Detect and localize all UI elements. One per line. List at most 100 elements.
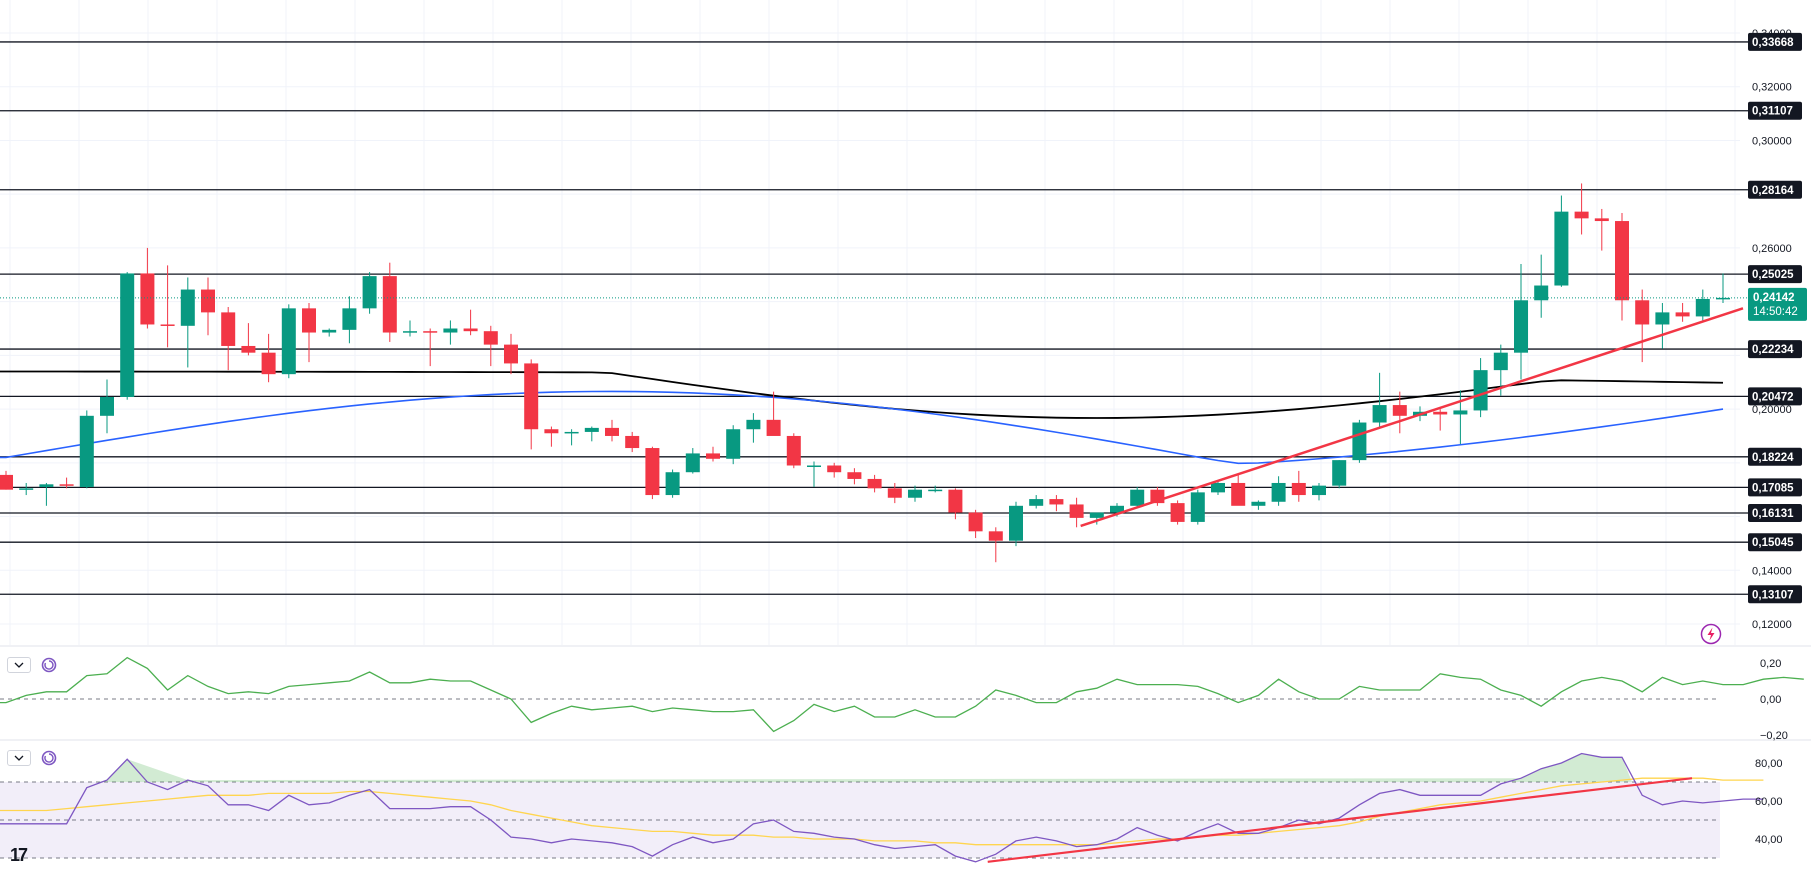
chevron-down-icon [14, 755, 24, 761]
candle-body [988, 531, 1003, 541]
candle-body [665, 472, 680, 496]
candle-body [1473, 370, 1488, 411]
candle-body [281, 308, 296, 375]
price-axis-tick: 0,20000 [1752, 404, 1792, 416]
level-label: 0,25025 [1748, 265, 1802, 284]
level-label-box [1748, 101, 1802, 120]
candle-body [1049, 499, 1064, 505]
candle-body [827, 465, 842, 473]
candle-body [1675, 312, 1690, 317]
level-label-text: 0,18224 [1752, 452, 1794, 464]
candle-body [59, 484, 74, 486]
candle-body [19, 488, 34, 490]
candle-body [807, 465, 821, 468]
candle-body [1695, 298, 1710, 317]
candle-body [1493, 352, 1508, 371]
candle-body [1716, 297, 1730, 300]
candle-body [1029, 499, 1044, 506]
oscillator-axis-tick: 0,00 [1760, 694, 1781, 706]
level-label: 0,15045 [1748, 533, 1802, 552]
level-label-box [1748, 32, 1802, 51]
candles [0, 183, 1730, 563]
candle-body [867, 478, 882, 489]
candle-body [0, 474, 13, 490]
candle-body [766, 419, 781, 436]
candle-body [625, 435, 640, 449]
refresh-oscillator-icon[interactable] [41, 657, 57, 673]
candle-body [140, 273, 155, 325]
price-axis-tick: 0,14000 [1752, 565, 1792, 577]
level-label-box [1748, 533, 1802, 552]
level-label-text: 0,22234 [1752, 344, 1794, 356]
candle-body [1635, 300, 1650, 325]
rsi-ma-line [0, 777, 1764, 846]
candle-body [685, 453, 700, 473]
current-price-value: 0,24142 [1753, 292, 1795, 304]
candle-body [584, 427, 599, 432]
level-label-box [1748, 180, 1802, 199]
candle-body [342, 308, 357, 330]
candle-body [1170, 503, 1185, 522]
level-label-box [1748, 387, 1802, 406]
candle-body [39, 484, 54, 487]
price-axis-tick: 0,26000 [1752, 243, 1792, 255]
level-label-text: 0,16131 [1752, 508, 1794, 520]
candle-body [1615, 221, 1629, 301]
level-label-box [1748, 447, 1802, 466]
candle-body [1655, 312, 1670, 325]
candle-body [1089, 512, 1104, 518]
price-axis-tick: 0,12000 [1752, 619, 1792, 631]
candle-body [706, 453, 720, 459]
oscillator-line [0, 656, 1804, 733]
candle-body [726, 429, 741, 459]
price-axis-tick: 0,32000 [1752, 82, 1792, 94]
candle-body [645, 448, 660, 496]
level-label: 0,28164 [1748, 180, 1802, 199]
candle-body [1312, 485, 1326, 496]
level-label-text: 0,15045 [1752, 537, 1794, 549]
oscillator-axis-tick: −0,20 [1760, 730, 1788, 742]
level-label: 0,16131 [1748, 504, 1802, 523]
candle-body [322, 329, 337, 333]
price-axis-tick: 0,30000 [1752, 135, 1792, 147]
refresh-rsi-icon[interactable] [41, 750, 57, 766]
candle-body [302, 308, 316, 333]
level-label-text: 0,31107 [1752, 106, 1793, 118]
lightning-icon[interactable] [1700, 623, 1722, 645]
level-label-box [1748, 340, 1802, 359]
candle-body [1009, 505, 1023, 541]
candle-body [1534, 285, 1549, 301]
level-label-text: 0,33668 [1752, 37, 1794, 49]
candle-body [887, 488, 902, 498]
oscillator-axis-tick: 0,20 [1760, 658, 1781, 670]
candle-body [504, 344, 518, 364]
candle-body [1332, 460, 1347, 486]
level-label-text: 0,20472 [1752, 391, 1794, 403]
rsi-trendline [987, 777, 1693, 863]
candle-body [544, 429, 559, 434]
rsi-axis-tick: 60,00 [1755, 796, 1783, 808]
countdown-timer: 14:50:42 [1753, 306, 1798, 318]
level-label-text: 0,17085 [1752, 482, 1794, 494]
level-label: 0,17085 [1748, 478, 1802, 497]
candle-body [1392, 405, 1407, 416]
candle-body [1574, 211, 1589, 219]
collapse-rsi-button[interactable] [7, 750, 31, 766]
candle-body [1514, 300, 1528, 353]
candle-body [1291, 482, 1306, 496]
level-label-text: 0,25025 [1752, 269, 1794, 281]
rsi-line [0, 752, 1764, 863]
candle-body [928, 489, 943, 492]
level-label-box [1748, 504, 1802, 523]
candle-body [968, 512, 983, 532]
candle-body [1372, 405, 1387, 423]
collapse-oscillator-button[interactable] [7, 657, 31, 673]
candle-body [1110, 505, 1124, 513]
tradingview-logo-icon: 17 [10, 845, 28, 865]
candle-body [443, 328, 458, 333]
candle-body [746, 419, 761, 430]
candle-body [908, 489, 922, 498]
candle-body [1251, 501, 1266, 506]
candle-body [201, 289, 215, 313]
